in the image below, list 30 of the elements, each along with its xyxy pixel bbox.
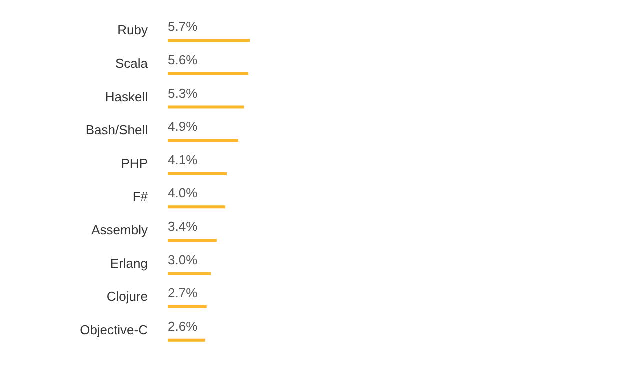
y-tick-label: Clojure (106, 289, 148, 304)
bar (168, 306, 207, 309)
data-label: 5.3% (168, 86, 198, 101)
y-tick-label: Haskell (105, 89, 148, 104)
data-label: 2.7% (168, 286, 198, 301)
y-tick-label: PHP (121, 156, 148, 171)
data-label: 2.6% (168, 318, 198, 334)
bar (168, 72, 249, 76)
data-label: 3.0% (168, 252, 198, 268)
y-tick-label: Objective-C (80, 322, 148, 338)
y-tick-label: Erlang (110, 256, 148, 271)
data-label: 3.4% (168, 218, 198, 234)
bar (168, 238, 217, 242)
data-label: 5.7% (168, 19, 198, 34)
bar (168, 172, 227, 176)
data-label: 4.9% (168, 119, 198, 134)
data-label: 5.6% (168, 52, 198, 68)
y-tick-label: Scala (115, 56, 149, 71)
y-tick-label: Bash/Shell (86, 122, 148, 138)
y-tick-label: Assembly (92, 222, 148, 238)
bar (168, 106, 244, 109)
data-label: 4.1% (168, 152, 198, 168)
bar (168, 206, 226, 209)
y-tick-label: F# (132, 189, 149, 204)
bar (168, 272, 212, 276)
bar (168, 39, 250, 42)
bar (168, 139, 238, 142)
bar (168, 338, 206, 342)
data-label: 4.0% (168, 186, 198, 201)
y-tick-label: Ruby (118, 22, 148, 38)
